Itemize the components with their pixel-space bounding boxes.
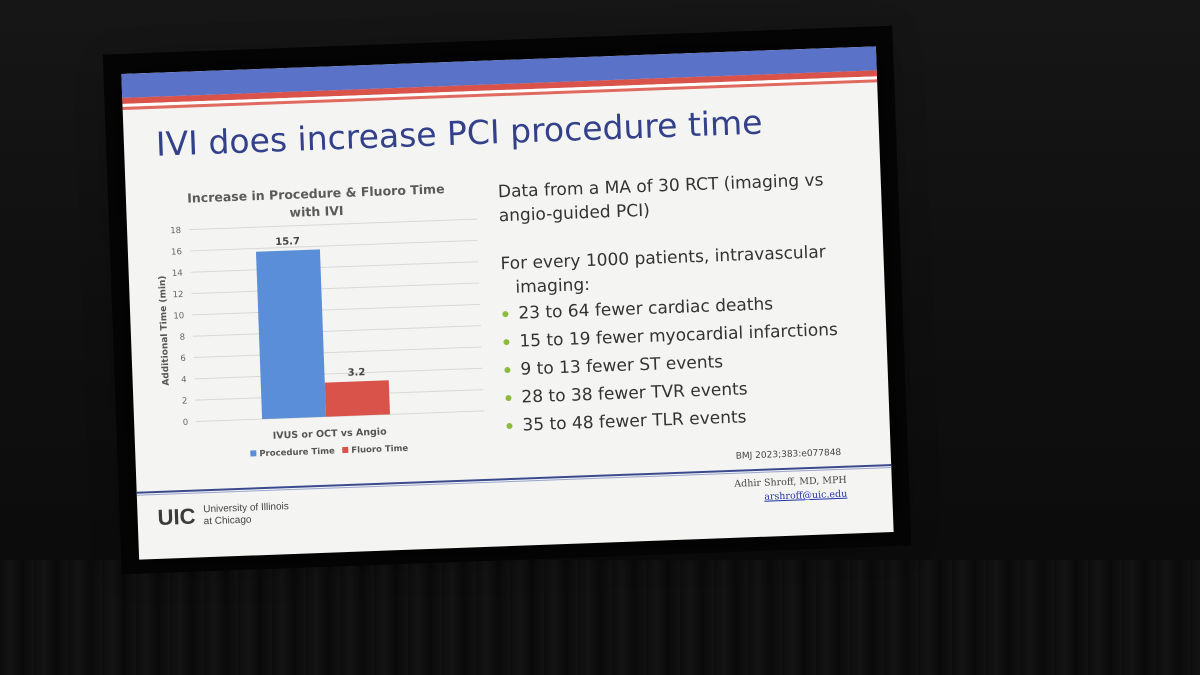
y-tick-label: 12 (172, 290, 183, 300)
list-item-text: 9 to 13 fewer ST events (520, 352, 724, 380)
gridline (193, 346, 482, 359)
intro-text: Data from a MA of 30 RCT (imaging vs ang… (497, 170, 824, 227)
bar-chart: 0 2 4 6 8 10 12 14 16 18 Additional Time (min) 15… (158, 218, 484, 459)
y-tick-label: 10 (173, 311, 184, 321)
y-axis-label: Additional Time (min) (158, 275, 172, 385)
summary-text: Data from a MA of 30 RCT (imaging vs ang… (497, 167, 876, 442)
y-tick-label: 14 (172, 269, 183, 279)
y-tick-label: 2 (182, 396, 188, 406)
x-category-label: IVUS or OCT vs Angio (273, 427, 388, 442)
y-axis-ticks: 0 2 4 6 8 10 12 14 16 18 (170, 226, 188, 428)
y-tick-label: 6 (180, 354, 186, 364)
institution-name-line2: at Chicago (203, 514, 252, 528)
gridline (190, 261, 479, 273)
gridline (192, 303, 481, 316)
curtain (0, 560, 1200, 675)
gridline (189, 239, 478, 252)
chart-data-labels: 15.7 3.2 (275, 236, 365, 379)
list-item-text: 28 to 38 fewer TVR events (521, 379, 748, 408)
slide: IVI does increase PCI procedure time Inc… (121, 46, 894, 560)
institution-name: University of Illinois at Chicago (203, 501, 289, 528)
chart-bars (255, 249, 391, 420)
legend-label: Procedure Time (259, 446, 335, 459)
gridline (194, 367, 483, 380)
bar-fluoro-time (324, 380, 391, 417)
y-tick-label: 4 (181, 375, 187, 385)
citation: BMJ 2023;383:e077848 (735, 447, 842, 462)
gridline (189, 218, 477, 231)
y-tick-label: 18 (170, 226, 181, 236)
outcome-list: 23 to 64 fewer cardiac deaths 15 to 19 f… (502, 289, 877, 438)
bullet-dot-icon (504, 366, 511, 374)
gridline (191, 282, 480, 295)
y-tick-label: 16 (171, 247, 182, 257)
y-tick-label: 0 (183, 418, 189, 428)
gridline (192, 325, 481, 337)
presenter-info: Adhir Shroff, MD, MPH arshroff@uic.edu (717, 474, 848, 507)
bullet-dot-icon (505, 394, 512, 402)
bar-procedure-time (255, 249, 327, 420)
legend-swatch (250, 450, 257, 457)
y-tick-label: 8 (179, 333, 185, 343)
data-label: 15.7 (275, 236, 300, 248)
legend-swatch (342, 446, 349, 454)
bullet-dot-icon (503, 338, 510, 346)
chart-legend: Procedure Time Fluoro Time (250, 444, 409, 459)
list-item-text: 23 to 64 fewer cardiac deaths (518, 294, 774, 324)
list-item-text: 35 to 48 fewer TLR events (522, 407, 747, 436)
bullet-dot-icon (502, 310, 509, 318)
uic-logo: UIC University of Illinois at Chicago (157, 500, 289, 531)
data-label: 3.2 (347, 367, 365, 379)
uic-logo-mark: UIC (157, 503, 196, 530)
bullet-dot-icon (506, 422, 513, 430)
legend-label: Fluoro Time (351, 444, 408, 456)
slide-title: IVI does increase PCI procedure time (155, 102, 764, 164)
